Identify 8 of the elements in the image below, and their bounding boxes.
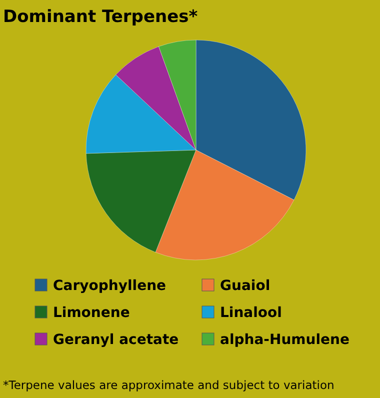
legend-label: Caryophyllene — [53, 278, 166, 294]
legend-label: alpha-Humulene — [220, 332, 350, 348]
legend-label: Geranyl acetate — [53, 332, 179, 348]
legend-label: Limonene — [53, 305, 130, 321]
legend-label: Linalool — [220, 305, 282, 321]
chart-title: Dominant Terpenes* — [3, 7, 198, 27]
text: *Terpene values are approximate and subject to variation — [3, 378, 334, 392]
legend-label: Guaiol — [220, 278, 270, 294]
